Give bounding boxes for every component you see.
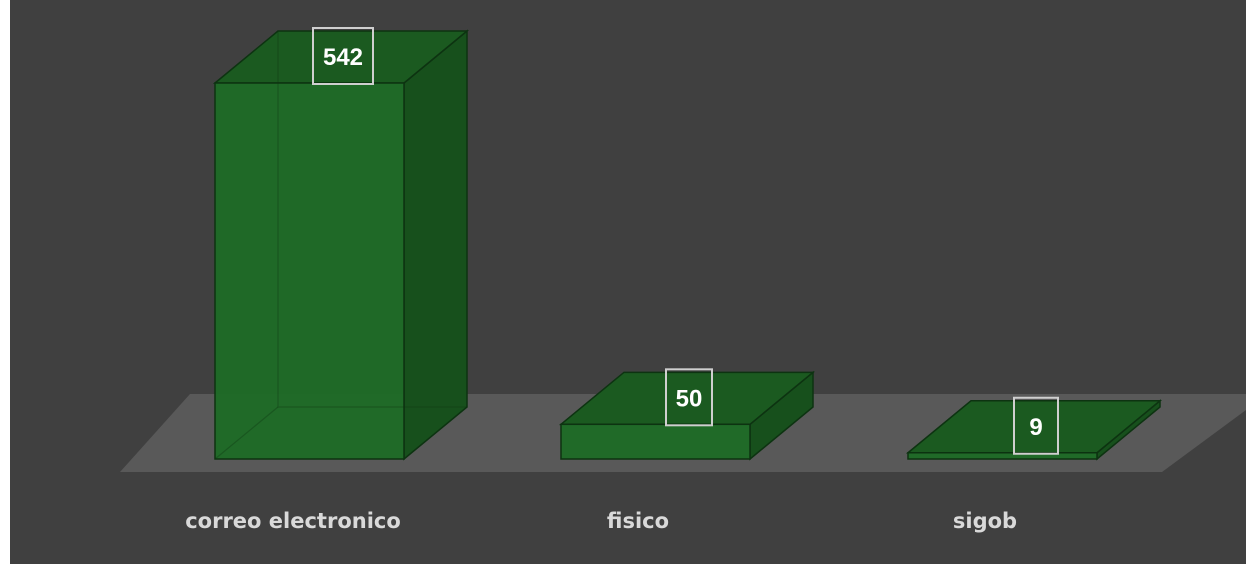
category-axis: correo electronico fisico sigob xyxy=(185,509,1017,533)
value-label-box xyxy=(1013,396,1059,455)
bar-front-face xyxy=(214,82,405,460)
value-labels-group: 542 50 9 xyxy=(312,27,1059,455)
bar-3 xyxy=(905,399,1163,461)
bar-front-face xyxy=(907,452,1098,460)
bar-2 xyxy=(558,370,816,461)
bar-back-edge xyxy=(214,406,279,460)
bar-1 xyxy=(212,29,470,461)
bar-side-face xyxy=(403,29,468,461)
value-label-3: 9 xyxy=(1013,396,1059,455)
chart-area: 542 50 9 correo electronico fisico sigob xyxy=(10,0,1246,564)
category-label-3: sigob xyxy=(953,509,1017,533)
bar-chart-3d: 542 50 9 correo electronico fisico sigob xyxy=(120,27,1246,533)
value-label-text: 542 xyxy=(323,44,363,71)
value-label-2: 50 xyxy=(665,368,713,427)
bar-front-face xyxy=(560,423,751,460)
value-label-text: 9 xyxy=(1029,414,1042,441)
value-label-box xyxy=(665,368,713,427)
bar-back-edges xyxy=(277,31,467,408)
category-label-1: correo electronico xyxy=(185,509,401,533)
category-label-2: fisico xyxy=(607,509,669,533)
value-label-1: 542 xyxy=(312,27,374,85)
value-label-text: 50 xyxy=(676,385,703,412)
value-label-box xyxy=(312,27,374,85)
bars-group xyxy=(212,29,1163,461)
